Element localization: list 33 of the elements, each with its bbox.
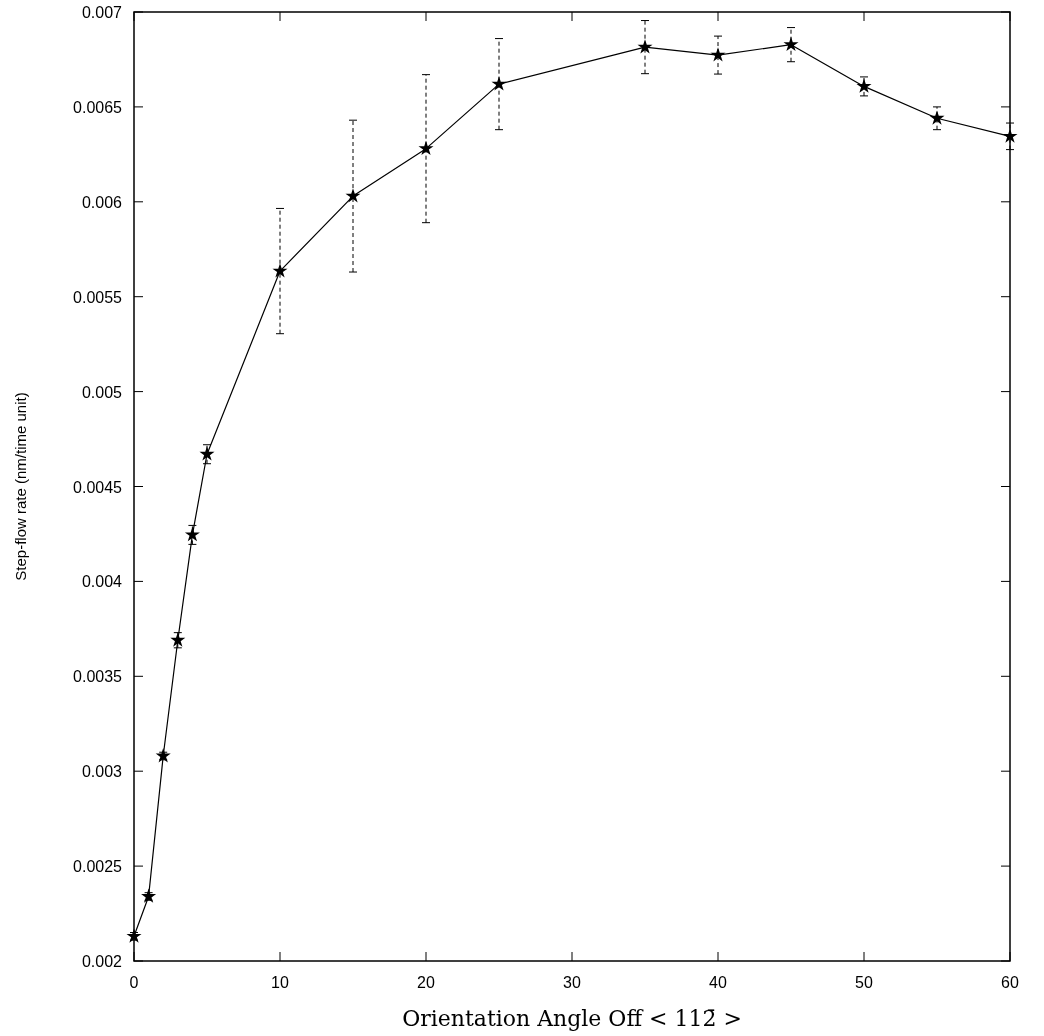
x-tick-label: 50 [855, 974, 873, 991]
y-tick-label: 0.0055 [73, 288, 123, 306]
y-tick-label: 0.0065 [73, 98, 123, 116]
x-axis-title: Orientation Angle Off < 112̄ > [402, 1006, 742, 1031]
y-tick-label: 0.006 [81, 193, 123, 211]
y-tick-label: 0.005 [81, 383, 123, 401]
x-tick-label: 20 [417, 974, 435, 991]
point [345, 188, 361, 203]
point [141, 888, 157, 903]
y-axis-title: Step-flow rate (nm/time unit) [12, 392, 29, 581]
y-tick-label: 0.002 [81, 953, 123, 970]
point [929, 110, 945, 125]
point [491, 76, 507, 91]
y-tick-label: 0.003 [81, 763, 123, 781]
point [418, 140, 434, 156]
point [1002, 128, 1018, 143]
x-tick-label: 10 [271, 974, 289, 991]
y-tick-label: 0.004 [81, 573, 123, 591]
point [856, 78, 872, 93]
point [637, 39, 653, 54]
x-tick-label: 30 [563, 974, 581, 991]
point [199, 446, 215, 461]
y-tick-label: 0.0045 [73, 478, 123, 496]
y-tick-label: 0.0035 [73, 668, 123, 686]
point [710, 47, 726, 62]
point [272, 263, 288, 278]
y-tick-label: 0.0025 [73, 858, 123, 876]
x-tick-label: 0 [129, 974, 139, 991]
y-tick-label: 0.007 [81, 4, 123, 21]
x-tick-label: 40 [709, 974, 727, 991]
point [783, 36, 799, 52]
x-tick-label: 60 [1001, 974, 1019, 991]
point [126, 928, 142, 943]
